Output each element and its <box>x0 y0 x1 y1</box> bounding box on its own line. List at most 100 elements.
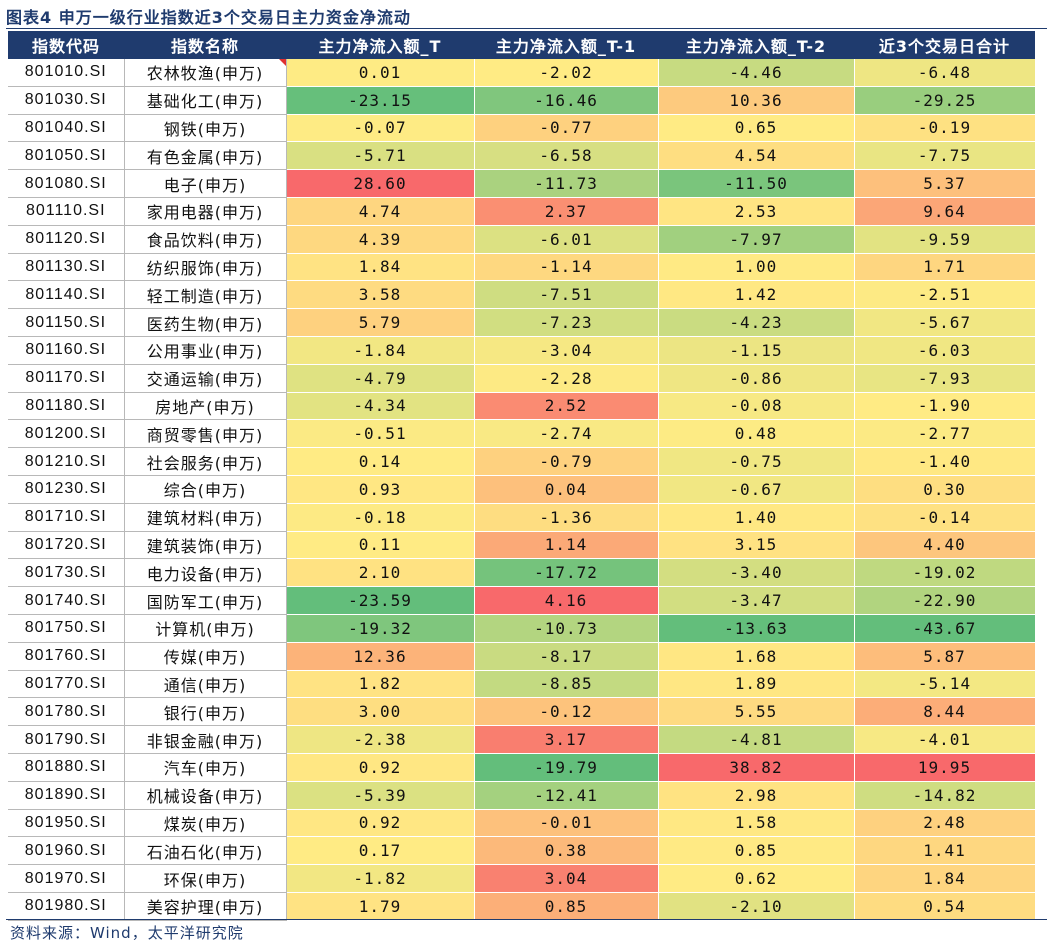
cell-index-code: 801050.SI <box>8 141 125 171</box>
cell-index-name: 电力设备(申万) <box>124 558 287 588</box>
cell-net-inflow-t2: -3.40 <box>658 558 855 588</box>
cell-net-inflow-3d-total: 9.64 <box>854 197 1036 226</box>
cell-index-code: 801130.SI <box>8 253 125 282</box>
cell-net-inflow-3d-total: -0.19 <box>854 114 1036 143</box>
table-row: 801120.SI 食品饮料(申万) 4.39 -6.01 -7.97 -9.59 <box>8 225 1036 254</box>
cell-net-inflow-3d-total: -29.25 <box>854 86 1036 115</box>
cell-net-inflow-t1: -8.17 <box>474 642 659 671</box>
cell-net-inflow-t2: 1.00 <box>658 253 855 282</box>
cell-index-name: 美容护理(申万) <box>124 892 287 921</box>
table-row: 801110.SI 家用电器(申万) 4.74 2.37 2.53 9.64 <box>8 197 1036 226</box>
figure-title: 图表4 申万一级行业指数近3个交易日主力资金净流动 <box>6 8 411 27</box>
cell-index-code: 801030.SI <box>8 86 125 115</box>
cell-net-inflow-t2: -13.63 <box>658 614 855 643</box>
cell-net-inflow-t1: 0.04 <box>474 475 659 504</box>
table-body: 801010.SI 农林牧渔(申万) 0.01 -2.02 -4.46 -6.48 8010… <box>8 59 1036 921</box>
cell-net-inflow-t: 1.84 <box>286 253 475 282</box>
cell-net-inflow-t: 0.11 <box>286 531 475 560</box>
cell-net-inflow-t2: -0.75 <box>658 447 855 476</box>
table-row: 801010.SI 农林牧渔(申万) 0.01 -2.02 -4.46 -6.48 <box>8 59 1036 87</box>
cell-net-inflow-t: -1.82 <box>286 864 475 893</box>
column-header-t: 主力净流入额_T <box>286 31 474 59</box>
cell-net-inflow-3d-total: 1.41 <box>854 836 1036 866</box>
cell-net-inflow-t: 1.79 <box>286 892 475 921</box>
cell-index-name: 钢铁(申万) <box>124 114 287 143</box>
cell-index-name: 家用电器(申万) <box>124 197 287 226</box>
cell-net-inflow-t: -2.38 <box>286 725 475 754</box>
cell-index-name: 电子(申万) <box>124 169 287 198</box>
cell-net-inflow-t2: 0.65 <box>658 114 855 143</box>
cell-net-inflow-t2: -0.08 <box>658 392 855 421</box>
cell-net-inflow-3d-total: -5.14 <box>854 670 1036 699</box>
cell-index-code: 801120.SI <box>8 225 125 254</box>
cell-net-inflow-t2: 38.82 <box>658 753 855 782</box>
comment-indicator-icon <box>278 59 286 66</box>
cell-index-code: 801750.SI <box>8 614 125 643</box>
cell-index-code: 801180.SI <box>8 392 125 421</box>
cell-index-name: 国防军工(申万) <box>124 586 287 615</box>
cell-net-inflow-t: 3.58 <box>286 280 475 310</box>
cell-net-inflow-3d-total: -19.02 <box>854 558 1036 588</box>
fund-flow-table: 指数代码 指数名称 主力净流入额_T 主力净流入额_T-1 主力净流入额_T-2… <box>8 31 1036 921</box>
source-note: 资料来源：Wind，太平洋研究院 <box>10 924 244 942</box>
cell-net-inflow-t1: -2.28 <box>474 364 659 393</box>
cell-index-name: 煤炭(申万) <box>124 809 287 838</box>
table-header-row: 指数代码 指数名称 主力净流入额_T 主力净流入额_T-1 主力净流入额_T-2… <box>8 31 1035 59</box>
cell-net-inflow-3d-total: 0.30 <box>854 475 1036 504</box>
cell-net-inflow-3d-total: 19.95 <box>854 753 1036 782</box>
cell-index-name: 食品饮料(申万) <box>124 225 287 254</box>
cell-net-inflow-t1: -0.01 <box>474 809 659 838</box>
cell-index-name: 石油石化(申万) <box>124 836 287 866</box>
cell-net-inflow-3d-total: -7.93 <box>854 364 1036 393</box>
cell-net-inflow-t2: -1.15 <box>658 336 855 365</box>
table-row: 801760.SI 传媒(申万) 12.36 -8.17 1.68 5.87 <box>8 642 1036 671</box>
cell-net-inflow-t2: 1.58 <box>658 809 855 838</box>
title-divider <box>6 28 1047 29</box>
cell-index-code: 801170.SI <box>8 364 125 393</box>
cell-net-inflow-t2: 1.68 <box>658 642 855 671</box>
cell-net-inflow-t: -0.07 <box>286 114 475 143</box>
cell-net-inflow-3d-total: -5.67 <box>854 308 1036 337</box>
cell-net-inflow-t2: -3.47 <box>658 586 855 615</box>
cell-index-code: 801760.SI <box>8 642 125 671</box>
cell-index-code: 801040.SI <box>8 114 125 143</box>
cell-index-name: 通信(申万) <box>124 670 287 699</box>
cell-net-inflow-t: -19.32 <box>286 614 475 643</box>
cell-net-inflow-t1: -6.01 <box>474 225 659 254</box>
table-row: 801080.SI 电子(申万) 28.60 -11.73 -11.50 5.37 <box>8 169 1036 198</box>
cell-net-inflow-t2: 0.48 <box>658 419 855 449</box>
cell-index-name: 交通运输(申万) <box>124 364 287 393</box>
cell-net-inflow-3d-total: 5.37 <box>854 169 1036 198</box>
cell-net-inflow-t1: 2.52 <box>474 392 659 421</box>
table-row: 801030.SI 基础化工(申万) -23.15 -16.46 10.36 -29.25 <box>8 86 1036 115</box>
cell-net-inflow-t: -5.71 <box>286 141 475 171</box>
cell-net-inflow-t: -23.15 <box>286 86 475 115</box>
cell-index-name: 医药生物(申万) <box>124 308 287 337</box>
cell-net-inflow-t: -4.34 <box>286 392 475 421</box>
cell-net-inflow-t: 4.74 <box>286 197 475 226</box>
cell-net-inflow-t: 0.01 <box>286 59 475 87</box>
cell-net-inflow-3d-total: 5.87 <box>854 642 1036 671</box>
cell-net-inflow-t: 12.36 <box>286 642 475 671</box>
cell-index-code: 801740.SI <box>8 586 125 615</box>
cell-net-inflow-3d-total: -7.75 <box>854 141 1036 171</box>
cell-index-name: 农林牧渔(申万) <box>124 59 287 87</box>
cell-net-inflow-t: 0.92 <box>286 809 475 838</box>
table-row: 801740.SI 国防军工(申万) -23.59 4.16 -3.47 -22.90 <box>8 586 1036 615</box>
cell-net-inflow-t1: -0.79 <box>474 447 659 476</box>
cell-net-inflow-t: 5.79 <box>286 308 475 337</box>
cell-net-inflow-t1: -6.58 <box>474 141 659 171</box>
cell-index-name: 银行(申万) <box>124 697 287 727</box>
cell-net-inflow-t2: 2.98 <box>658 781 855 810</box>
cell-net-inflow-3d-total: -22.90 <box>854 586 1036 615</box>
cell-index-name: 非银金融(申万) <box>124 725 287 754</box>
cell-net-inflow-t1: 3.04 <box>474 864 659 893</box>
cell-net-inflow-t: -0.18 <box>286 503 475 532</box>
cell-net-inflow-3d-total: -6.48 <box>854 59 1036 87</box>
footer-divider <box>6 919 1047 920</box>
cell-index-code: 801230.SI <box>8 475 125 504</box>
cell-net-inflow-t: 28.60 <box>286 169 475 198</box>
cell-index-code: 801960.SI <box>8 836 125 866</box>
table-row: 801230.SI 综合(申万) 0.93 0.04 -0.67 0.30 <box>8 475 1036 504</box>
table-row: 801710.SI 建筑材料(申万) -0.18 -1.36 1.40 -0.14 <box>8 503 1036 532</box>
